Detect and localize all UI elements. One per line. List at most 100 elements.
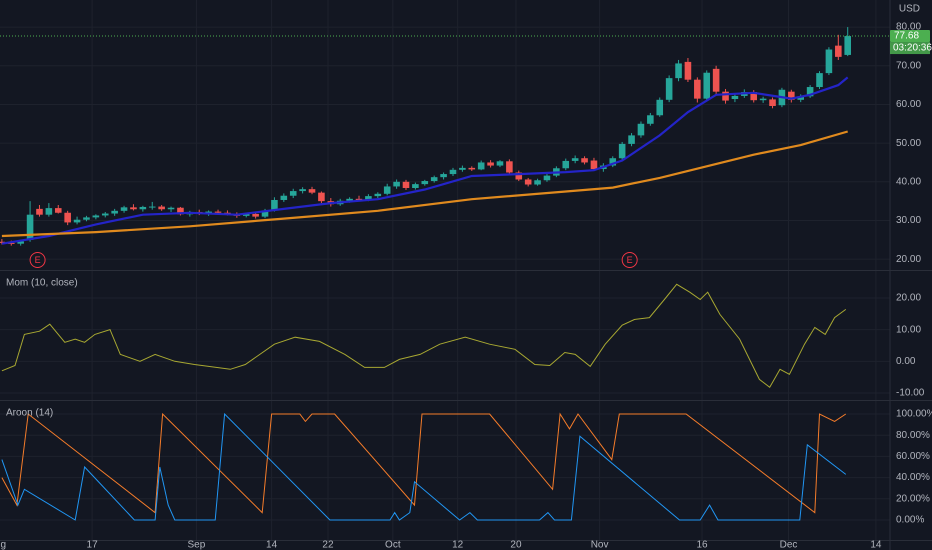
x-tick-label: 17 [87,540,99,550]
candle-body [355,198,363,200]
candle-body [534,180,541,185]
x-tick-label: Nov [591,540,609,550]
candle-body [590,160,598,170]
x-tick-label: Dec [780,540,798,550]
candle-body [402,181,410,188]
candle-body [374,193,382,197]
candle-body [242,213,250,216]
line-series [1,412,847,514]
candle-body [299,189,306,192]
candle-body [515,172,523,180]
candle-body [581,158,588,163]
candle-body [675,63,682,79]
candle-body [430,177,438,182]
y-tick-label: 20.00 [896,254,921,265]
candle-body [712,68,720,92]
y-tick-label: 30.00 [896,215,921,226]
y-tick-label: 80.00% [896,430,930,441]
candle-body [308,189,316,193]
event-label: E [627,255,633,265]
candle-body [825,49,833,74]
plot [0,27,851,521]
candle-body [543,175,551,181]
x-tick-label: 14 [266,540,278,550]
candle-body [571,158,579,161]
candle-body [120,207,128,211]
candle-body [806,87,814,97]
candle-body [750,92,758,101]
candle-body [92,215,100,218]
candle-body [177,207,184,215]
last-price-label: 77.68 [894,31,919,42]
event-marker [621,252,638,268]
candle-body [7,242,15,244]
pane-title: Mom (10, close) [6,278,78,289]
candle-body [703,72,711,99]
candle-body [477,162,485,170]
x-tick-label: 12 [452,540,464,550]
candle-body [54,208,62,213]
y-tick-label: 10.00 [896,324,921,335]
candle-body [609,158,617,166]
candle-body [130,207,137,210]
candle-body [468,167,476,170]
countdown-tag [890,42,930,55]
candle-body [524,179,532,185]
candle-body [506,161,513,173]
candle-body [318,192,325,202]
candle-body [759,98,767,101]
x-tick-label: 22 [322,540,334,550]
candle-body [618,143,626,159]
candle-body [148,206,156,208]
candle-body [647,115,654,124]
x-tick-label: 14 [870,540,882,550]
currency-label: USD [899,4,920,15]
candle-body [393,181,400,187]
candle-body [158,206,165,210]
candle-body [684,61,692,80]
candle-body [835,45,842,57]
candle-body [167,207,175,210]
candle-body [0,241,6,243]
event-marker [29,252,46,268]
x-tick-label: Sep [188,540,206,550]
overlay: Aug 17 Sep 14 22 Oct 12 20 Nov 16 Dec 14 20.00 30.00 4… [0,22,932,550]
y-tick-label: -10.00 [896,388,925,399]
x-tick-label: Oct [385,540,401,550]
candle-body [346,198,353,201]
y-tick-label: 60.00 [896,99,921,110]
candle-body [111,210,118,214]
line-series [1,283,847,389]
y-tick-label: 100.00% [896,409,932,420]
candle-body [637,123,645,136]
candle-body [797,96,805,100]
candle-body [459,167,466,170]
candle-body [17,241,24,244]
candle-body [656,99,664,116]
candle-body [36,208,43,215]
candle-body [665,78,673,100]
y-tick-label: 70.00 [896,60,921,71]
candle-body [496,161,504,166]
x-tick-label: 20 [510,540,522,550]
last-price-tag [890,30,930,43]
candle-body [449,169,457,175]
candle-body [844,36,851,55]
candle-body [139,206,147,210]
line-series [1,412,847,521]
candle-body [731,95,739,100]
y-tick-label: 0.00 [896,356,916,367]
candle-body [83,217,90,220]
pane-title: Aroon (14) [6,408,53,419]
candle-body [280,195,288,200]
event-label: E [35,255,41,265]
y-tick-label: 0.00% [896,515,924,526]
line-series [1,130,849,238]
candle-body [45,208,53,215]
y-tick-label: 40.00 [896,176,921,187]
x-tick-label: 16 [696,540,708,550]
y-tick-label: 80.00 [896,22,921,33]
y-tick-label: 20.00% [896,493,930,504]
candle-body [289,191,297,196]
